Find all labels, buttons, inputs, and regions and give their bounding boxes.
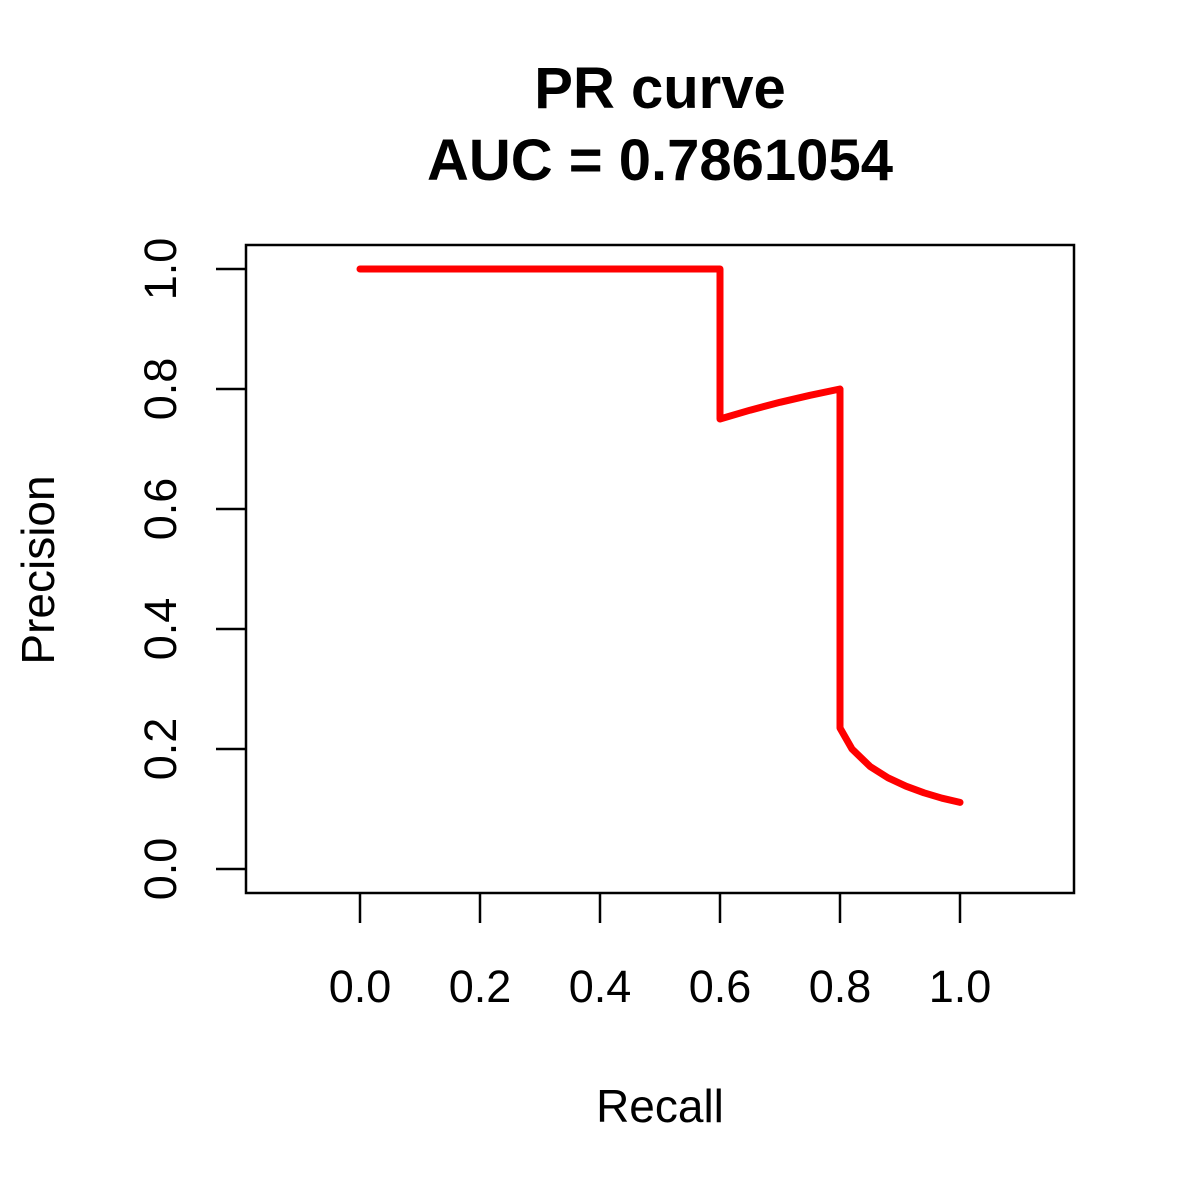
chart-title: PR curve <box>534 56 785 121</box>
y-axis-label: Precision <box>12 475 64 664</box>
y-tick-label: 0.8 <box>135 358 186 421</box>
x-tick-label: 0.0 <box>329 961 392 1012</box>
x-tick-label: 0.8 <box>809 961 872 1012</box>
x-axis: 0.0 0.2 0.4 0.6 0.8 1.0 <box>329 893 992 1012</box>
x-tick-label: 1.0 <box>929 961 992 1012</box>
y-tick-label: 0.6 <box>135 478 186 541</box>
y-axis: 0.0 0.2 0.4 0.6 0.8 1.0 <box>135 238 246 901</box>
x-tick-label: 0.6 <box>689 961 752 1012</box>
y-tick-label: 0.0 <box>135 838 186 901</box>
y-tick-label: 0.2 <box>135 718 186 781</box>
x-tick-label: 0.4 <box>569 961 632 1012</box>
series-layer <box>360 269 960 802</box>
y-tick-label: 1.0 <box>135 238 186 301</box>
y-tick-label: 0.4 <box>135 598 186 661</box>
x-tick-label: 0.2 <box>449 961 512 1012</box>
plot-frame <box>246 245 1074 893</box>
chart-subtitle: AUC = 0.7861054 <box>427 128 893 193</box>
x-axis-label: Recall <box>596 1080 724 1132</box>
pr-curve-line <box>360 269 960 802</box>
